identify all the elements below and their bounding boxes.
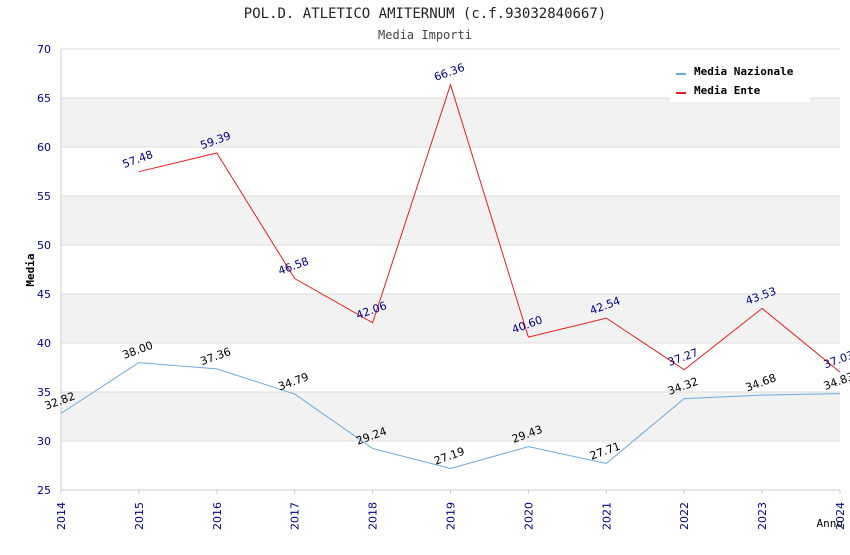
- series-line-media-ente: [138, 83, 841, 373]
- legend-entry: Media Ente: [694, 84, 761, 97]
- grid-band: [61, 245, 840, 294]
- y-tick-label: 30: [37, 435, 51, 448]
- grid-lines: [61, 48, 840, 491]
- y-tick-label: 70: [37, 43, 51, 56]
- x-tick-label: 2018: [367, 502, 380, 530]
- x-axis-label: Anno: [817, 517, 844, 530]
- chart-title: POL.D. ATLETICO AMITERNUM (c.f.930328406…: [244, 6, 606, 22]
- grid-bands: [61, 49, 840, 490]
- x-tick-label: 2022: [678, 502, 691, 530]
- y-tick-label: 55: [37, 190, 51, 203]
- x-tick-label: 2015: [133, 502, 146, 530]
- legend-entry: Media Nazionale: [694, 65, 794, 78]
- x-tick-label: 2021: [600, 502, 613, 530]
- x-tick-label: 2014: [55, 502, 68, 530]
- series-line-media-nazionale: [60, 362, 841, 470]
- y-tick-label: 65: [37, 92, 51, 105]
- y-tick-label: 60: [37, 141, 51, 154]
- grid-band: [61, 294, 840, 343]
- y-axis-label: Media: [24, 253, 37, 286]
- axes: 25 30 35 40 45 50 55 60 65 70 2014 2015 2016 2017 2018…: [37, 43, 847, 530]
- y-tick-label: 25: [37, 484, 51, 497]
- grid-band: [61, 147, 840, 196]
- y-tick-label: 45: [37, 288, 51, 301]
- y-tick-label: 35: [37, 386, 51, 399]
- grid-band: [61, 196, 840, 245]
- legend: Media Nazionale Media Ente: [670, 60, 810, 102]
- y-tick-label: 40: [37, 337, 51, 350]
- x-tick-label: 2019: [445, 502, 458, 530]
- grid-band: [61, 98, 840, 147]
- x-tick-label: 2020: [522, 502, 535, 530]
- grid-band: [61, 343, 840, 392]
- grid-band: [61, 441, 840, 490]
- series-lines: [60, 83, 841, 470]
- chart-subtitle: Media Importi: [378, 28, 472, 42]
- y-tick-label: 50: [37, 239, 51, 252]
- x-tick-label: 2024: [834, 502, 847, 530]
- x-tick-label: 2016: [211, 502, 224, 530]
- x-tick-label: 2023: [756, 502, 769, 530]
- legend-box: [670, 60, 810, 102]
- x-tick-label: 2017: [289, 502, 302, 530]
- grid-band: [61, 392, 840, 441]
